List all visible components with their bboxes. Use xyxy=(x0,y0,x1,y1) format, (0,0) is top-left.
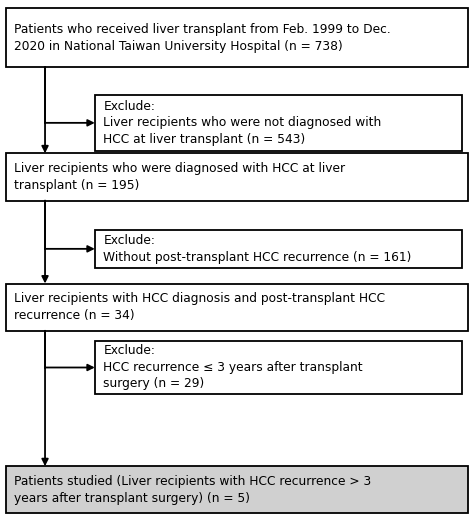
FancyBboxPatch shape xyxy=(6,8,468,67)
Text: Exclude:
Liver recipients who were not diagnosed with
HCC at liver transplant (n: Exclude: Liver recipients who were not d… xyxy=(103,100,382,146)
Text: Liver recipients with HCC diagnosis and post-transplant HCC
recurrence (n = 34): Liver recipients with HCC diagnosis and … xyxy=(14,292,385,322)
FancyBboxPatch shape xyxy=(6,284,468,331)
Text: Exclude:
Without post-transplant HCC recurrence (n = 161): Exclude: Without post-transplant HCC rec… xyxy=(103,234,412,264)
FancyBboxPatch shape xyxy=(6,466,468,513)
FancyBboxPatch shape xyxy=(95,94,462,151)
FancyBboxPatch shape xyxy=(6,153,468,201)
Text: Exclude:
HCC recurrence ≤ 3 years after transplant
surgery (n = 29): Exclude: HCC recurrence ≤ 3 years after … xyxy=(103,344,363,391)
Text: Patients who received liver transplant from Feb. 1999 to Dec.
2020 in National T: Patients who received liver transplant f… xyxy=(14,23,391,52)
Text: Liver recipients who were diagnosed with HCC at liver
transplant (n = 195): Liver recipients who were diagnosed with… xyxy=(14,162,346,192)
FancyBboxPatch shape xyxy=(95,341,462,394)
Text: Patients studied (Liver recipients with HCC recurrence > 3
years after transplan: Patients studied (Liver recipients with … xyxy=(14,475,372,505)
FancyBboxPatch shape xyxy=(95,230,462,268)
